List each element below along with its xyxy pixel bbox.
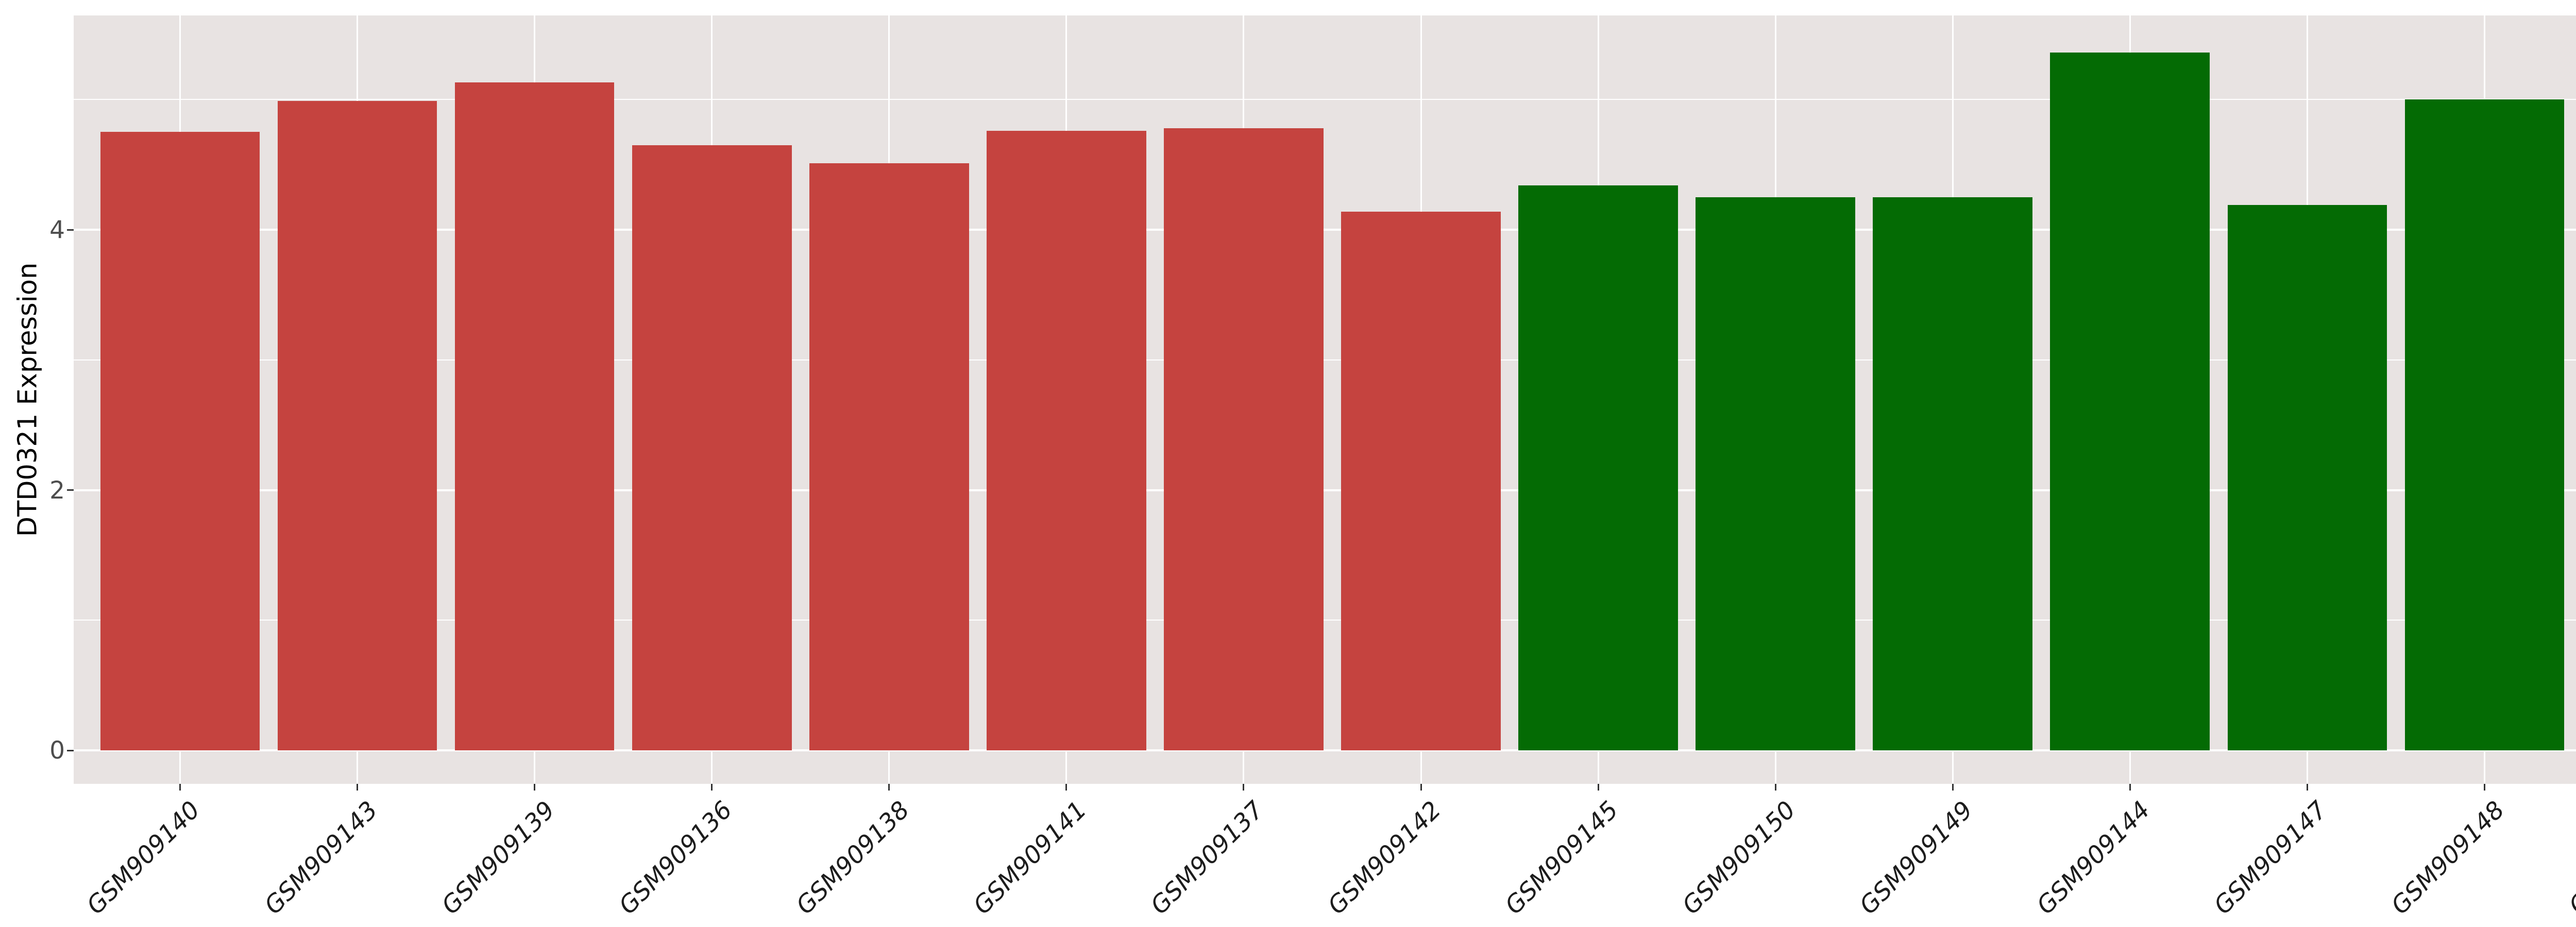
y-tick-mark-4 [67, 229, 74, 231]
x-tick-label-GSM909143: GSM909143 [259, 796, 383, 920]
x-tick-mark-GSM909150 [1774, 784, 1776, 791]
y-tick-mark-0 [67, 749, 74, 751]
bar-GSM909137 [1164, 128, 1324, 751]
x-tick-label-GSM909137: GSM909137 [1145, 796, 1269, 920]
x-tick-label-GSM909145: GSM909145 [1499, 796, 1624, 920]
bar-GSM909145 [1518, 185, 1678, 751]
x-tick-mark-GSM909149 [1952, 784, 1954, 791]
bar-GSM909150 [1696, 197, 1855, 751]
bar-GSM909143 [277, 100, 437, 751]
x-tick-label-GSM909142: GSM909142 [1322, 796, 1447, 920]
y-tick-label-2: 2 [49, 476, 65, 505]
x-tick-label-GSM909148: GSM909148 [2386, 796, 2511, 920]
x-tick-mark-GSM909144 [2129, 784, 2131, 791]
x-tick-mark-GSM909136 [711, 784, 713, 791]
bar-GSM909141 [987, 130, 1146, 751]
plot-panel [74, 15, 2576, 784]
x-tick-label-GSM909144: GSM909144 [2031, 796, 2156, 920]
x-tick-mark-GSM909137 [1243, 784, 1245, 791]
x-tick-mark-GSM909139 [534, 784, 536, 791]
x-tick-mark-GSM909148 [2483, 784, 2485, 791]
x-tick-label-GSM909149: GSM909149 [1854, 796, 1979, 920]
x-tick-label-GSM909147: GSM909147 [2209, 796, 2333, 920]
bar-GSM909139 [454, 82, 615, 751]
y-tick-label-0: 0 [49, 736, 65, 765]
x-tick-mark-GSM909140 [179, 784, 181, 791]
bar-GSM909138 [809, 163, 969, 751]
bar-GSM909148 [2404, 99, 2565, 751]
x-tick-label-GSM909146: GSM909146 [2563, 796, 2576, 920]
x-tick-label-GSM909138: GSM909138 [790, 796, 915, 920]
x-tick-mark-GSM909142 [1420, 784, 1422, 791]
x-tick-mark-GSM909141 [1065, 784, 1067, 791]
x-tick-label-GSM909150: GSM909150 [1676, 796, 1802, 920]
x-tick-mark-GSM909138 [888, 784, 890, 791]
major-gridline-y-2 [74, 489, 2576, 491]
major-gridline-y-4 [74, 229, 2576, 231]
x-tick-label-GSM909141: GSM909141 [968, 796, 1092, 920]
x-tick-label-GSM909139: GSM909139 [436, 796, 561, 920]
major-gridline-y-0 [74, 749, 2576, 752]
minor-gridline-y-1 [74, 620, 2576, 621]
bar-GSM909144 [2050, 53, 2210, 751]
bar-GSM909142 [1341, 211, 1501, 751]
minor-gridline-y-5 [74, 99, 2576, 100]
minor-gridline-y-3 [74, 359, 2576, 360]
x-tick-label-GSM909140: GSM909140 [81, 796, 206, 920]
y-tick-mark-2 [67, 489, 74, 491]
y-tick-label-4: 4 [49, 216, 65, 245]
bar-GSM909149 [1873, 197, 2033, 751]
x-tick-mark-GSM909147 [2306, 784, 2308, 791]
x-tick-mark-GSM909145 [1597, 784, 1599, 791]
x-tick-mark-GSM909143 [357, 784, 359, 791]
bar-GSM909147 [2227, 205, 2387, 751]
x-tick-label-GSM909136: GSM909136 [613, 796, 738, 920]
bar-GSM909140 [100, 132, 260, 751]
bar-GSM909136 [632, 145, 792, 751]
